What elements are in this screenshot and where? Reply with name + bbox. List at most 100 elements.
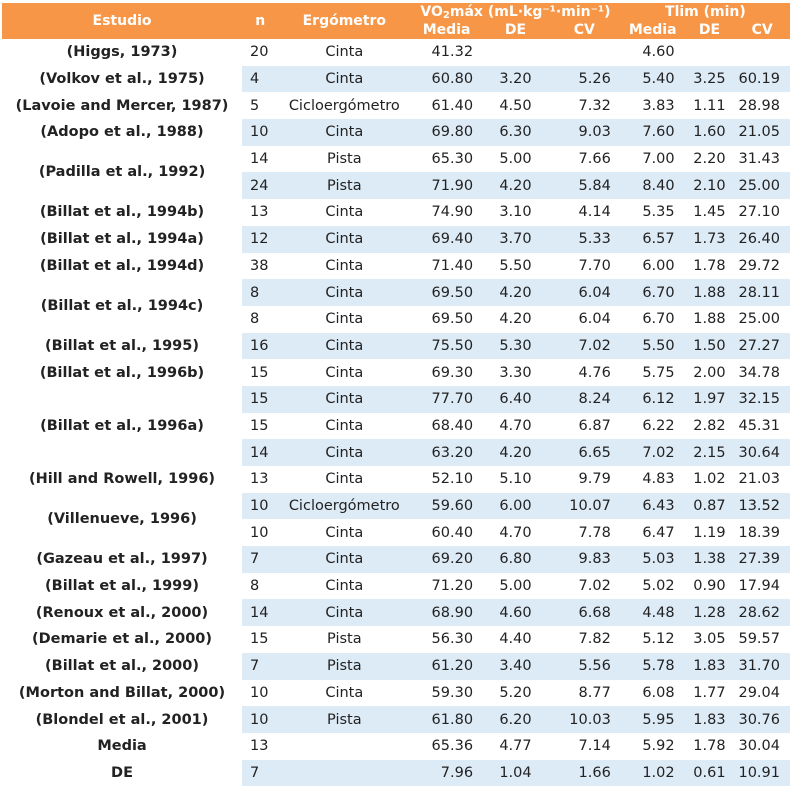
cell-vo2-mean: 77.70 — [410, 385, 484, 413]
cell-n: 13 — [242, 732, 279, 760]
header-study: Estudio — [2, 3, 243, 39]
cell-tlim-cv: 18.39 — [734, 519, 790, 547]
cell-vo2-cv: 5.84 — [547, 172, 621, 200]
cell-tlim-sd: 2.10 — [684, 172, 735, 200]
header-tlim-sd: DE — [684, 21, 735, 39]
cell-vo2-mean: 69.50 — [410, 279, 484, 306]
table-row: (Billat et al., 1999) 8 Cinta 71.20 5.00 7.02… — [2, 572, 790, 600]
cell-vo2-sd: 5.30 — [483, 332, 548, 360]
cell-n: 12 — [242, 225, 279, 253]
cell-vo2-sd: 5.00 — [483, 145, 548, 173]
cell-vo2-cv: 9.03 — [547, 119, 621, 146]
table-row: (Volkov et al., 1975) 4 Cinta 60.80 3.20 5.26… — [2, 65, 790, 93]
table-row: (Lavoie and Mercer, 1987) 5 Cicloergómetro… — [2, 92, 790, 120]
cell-vo2-cv: 7.14 — [547, 732, 621, 760]
cell-n: 20 — [242, 39, 279, 66]
cell-vo2-mean: 7.96 — [410, 759, 484, 787]
cell-vo2-sd: 3.40 — [483, 652, 548, 680]
cell-n: 13 — [242, 466, 279, 493]
cell-ergometer: Cinta — [278, 385, 411, 413]
cell-vo2-cv: 10.03 — [547, 706, 621, 733]
study-label: (Billat et al., 2000) — [2, 652, 243, 680]
cell-tlim-mean: 7.60 — [620, 119, 685, 146]
cell-vo2-cv: 6.04 — [547, 279, 621, 306]
cell-vo2-sd: 4.50 — [483, 92, 548, 120]
cell-tlim-mean: 6.22 — [620, 412, 685, 440]
cell-tlim-mean: 5.03 — [620, 546, 685, 573]
cell-tlim-cv: 29.04 — [734, 679, 790, 707]
cell-vo2-cv: 4.14 — [547, 199, 621, 226]
cell-tlim-sd: 1.83 — [684, 706, 735, 733]
header-vo2-mean: Media — [410, 21, 484, 39]
cell-ergometer — [278, 732, 411, 760]
header-vo2-prefix: VO — [420, 3, 443, 20]
cell-vo2-sd: 4.20 — [483, 279, 548, 306]
cell-vo2-sd: 4.20 — [483, 439, 548, 466]
table-row: (Padilla et al., 1992) 14 Pista 65.30 5.00 7.… — [2, 145, 790, 200]
cell-vo2-cv: 10.07 — [547, 492, 621, 520]
cell-n: 8 — [242, 572, 279, 600]
cell-tlim-sd — [684, 39, 735, 66]
cell-tlim-cv: 21.05 — [734, 119, 790, 146]
cell-tlim-sd: 1.77 — [684, 679, 735, 707]
cell-n: 5 — [242, 92, 279, 120]
cell-n: 24 — [242, 172, 279, 200]
cell-vo2-mean: 63.20 — [410, 439, 484, 466]
cell-vo2-sd: 4.70 — [483, 519, 548, 547]
cell-tlim-cv: 27.39 — [734, 546, 790, 573]
cell-vo2-mean: 75.50 — [410, 332, 484, 360]
study-label: (Volkov et al., 1975) — [2, 65, 243, 93]
cell-vo2-mean: 74.90 — [410, 199, 484, 226]
cell-vo2-cv: 7.78 — [547, 519, 621, 547]
cell-vo2-mean: 52.10 — [410, 466, 484, 493]
cell-tlim-sd: 1.88 — [684, 305, 735, 333]
cell-n: 7 — [242, 652, 279, 680]
table-row: (Billat et al., 1994b) 13 Cinta 74.90 3.10 4.… — [2, 199, 790, 226]
cell-ergometer: Cinta — [278, 599, 411, 627]
header-vo2-cv: CV — [547, 21, 621, 39]
cell-tlim-cv: 21.03 — [734, 466, 790, 493]
table-row: 14 Cinta 63.20 4.20 6.65 7.02 2.15 30.64 — [2, 439, 790, 466]
cell-vo2-cv: 7.82 — [547, 626, 621, 653]
table-row: (Billat et al., 1994d) 38 Cinta 71.40 5.50 7.… — [2, 252, 790, 280]
cell-tlim-sd: 3.25 — [684, 65, 735, 93]
cell-vo2-sd: 3.30 — [483, 359, 548, 386]
cell-ergometer: Cinta — [278, 519, 411, 547]
header-tlim-cv: CV — [734, 21, 790, 39]
cell-n: 14 — [242, 145, 279, 173]
cell-vo2-cv: 9.79 — [547, 466, 621, 493]
cell-ergometer: Cinta — [278, 225, 411, 253]
cell-tlim-cv: 17.94 — [734, 572, 790, 600]
header-vo2-sub: 2 — [442, 9, 450, 21]
cell-vo2-mean: 69.40 — [410, 225, 484, 253]
cell-vo2-mean: 56.30 — [410, 626, 484, 653]
table-row: (Higgs, 1973) 20 Cinta 41.32 4.60 — [2, 39, 790, 66]
cell-ergometer: Cinta — [278, 359, 411, 386]
cell-tlim-cv: 31.70 — [734, 652, 790, 680]
cell-vo2-sd: 5.00 — [483, 572, 548, 600]
cell-tlim-cv: 30.64 — [734, 439, 790, 466]
table-body: (Higgs, 1973) 20 Cinta 41.32 4.60 (Volkov et … — [2, 39, 790, 787]
cell-n: 14 — [242, 439, 279, 466]
cell-n: 14 — [242, 599, 279, 627]
cell-n: 16 — [242, 332, 279, 360]
cell-vo2-cv: 8.77 — [547, 679, 621, 707]
cell-ergometer: Cinta — [278, 332, 411, 360]
cell-tlim-cv: 59.57 — [734, 626, 790, 653]
table-row: (Adopo et al., 1988) 10 Cinta 69.80 6.30 9.03… — [2, 119, 790, 146]
study-label: (Morton and Billat, 2000) — [2, 679, 243, 707]
cell-vo2-cv: 4.76 — [547, 359, 621, 386]
cell-tlim-cv: 60.19 — [734, 65, 790, 93]
cell-vo2-sd — [483, 39, 548, 66]
cell-vo2-mean: 71.20 — [410, 572, 484, 600]
cell-vo2-sd: 1.04 — [483, 759, 548, 787]
header-n: n — [242, 3, 279, 39]
cell-tlim-cv: 31.43 — [734, 145, 790, 173]
cell-vo2-sd: 6.80 — [483, 546, 548, 573]
cell-tlim-cv: 13.52 — [734, 492, 790, 520]
cell-vo2-mean: 60.80 — [410, 65, 484, 93]
cell-tlim-mean: 6.08 — [620, 679, 685, 707]
cell-ergometer: Cinta — [278, 305, 411, 333]
cell-tlim-cv: 27.10 — [734, 199, 790, 226]
cell-n: 15 — [242, 412, 279, 440]
